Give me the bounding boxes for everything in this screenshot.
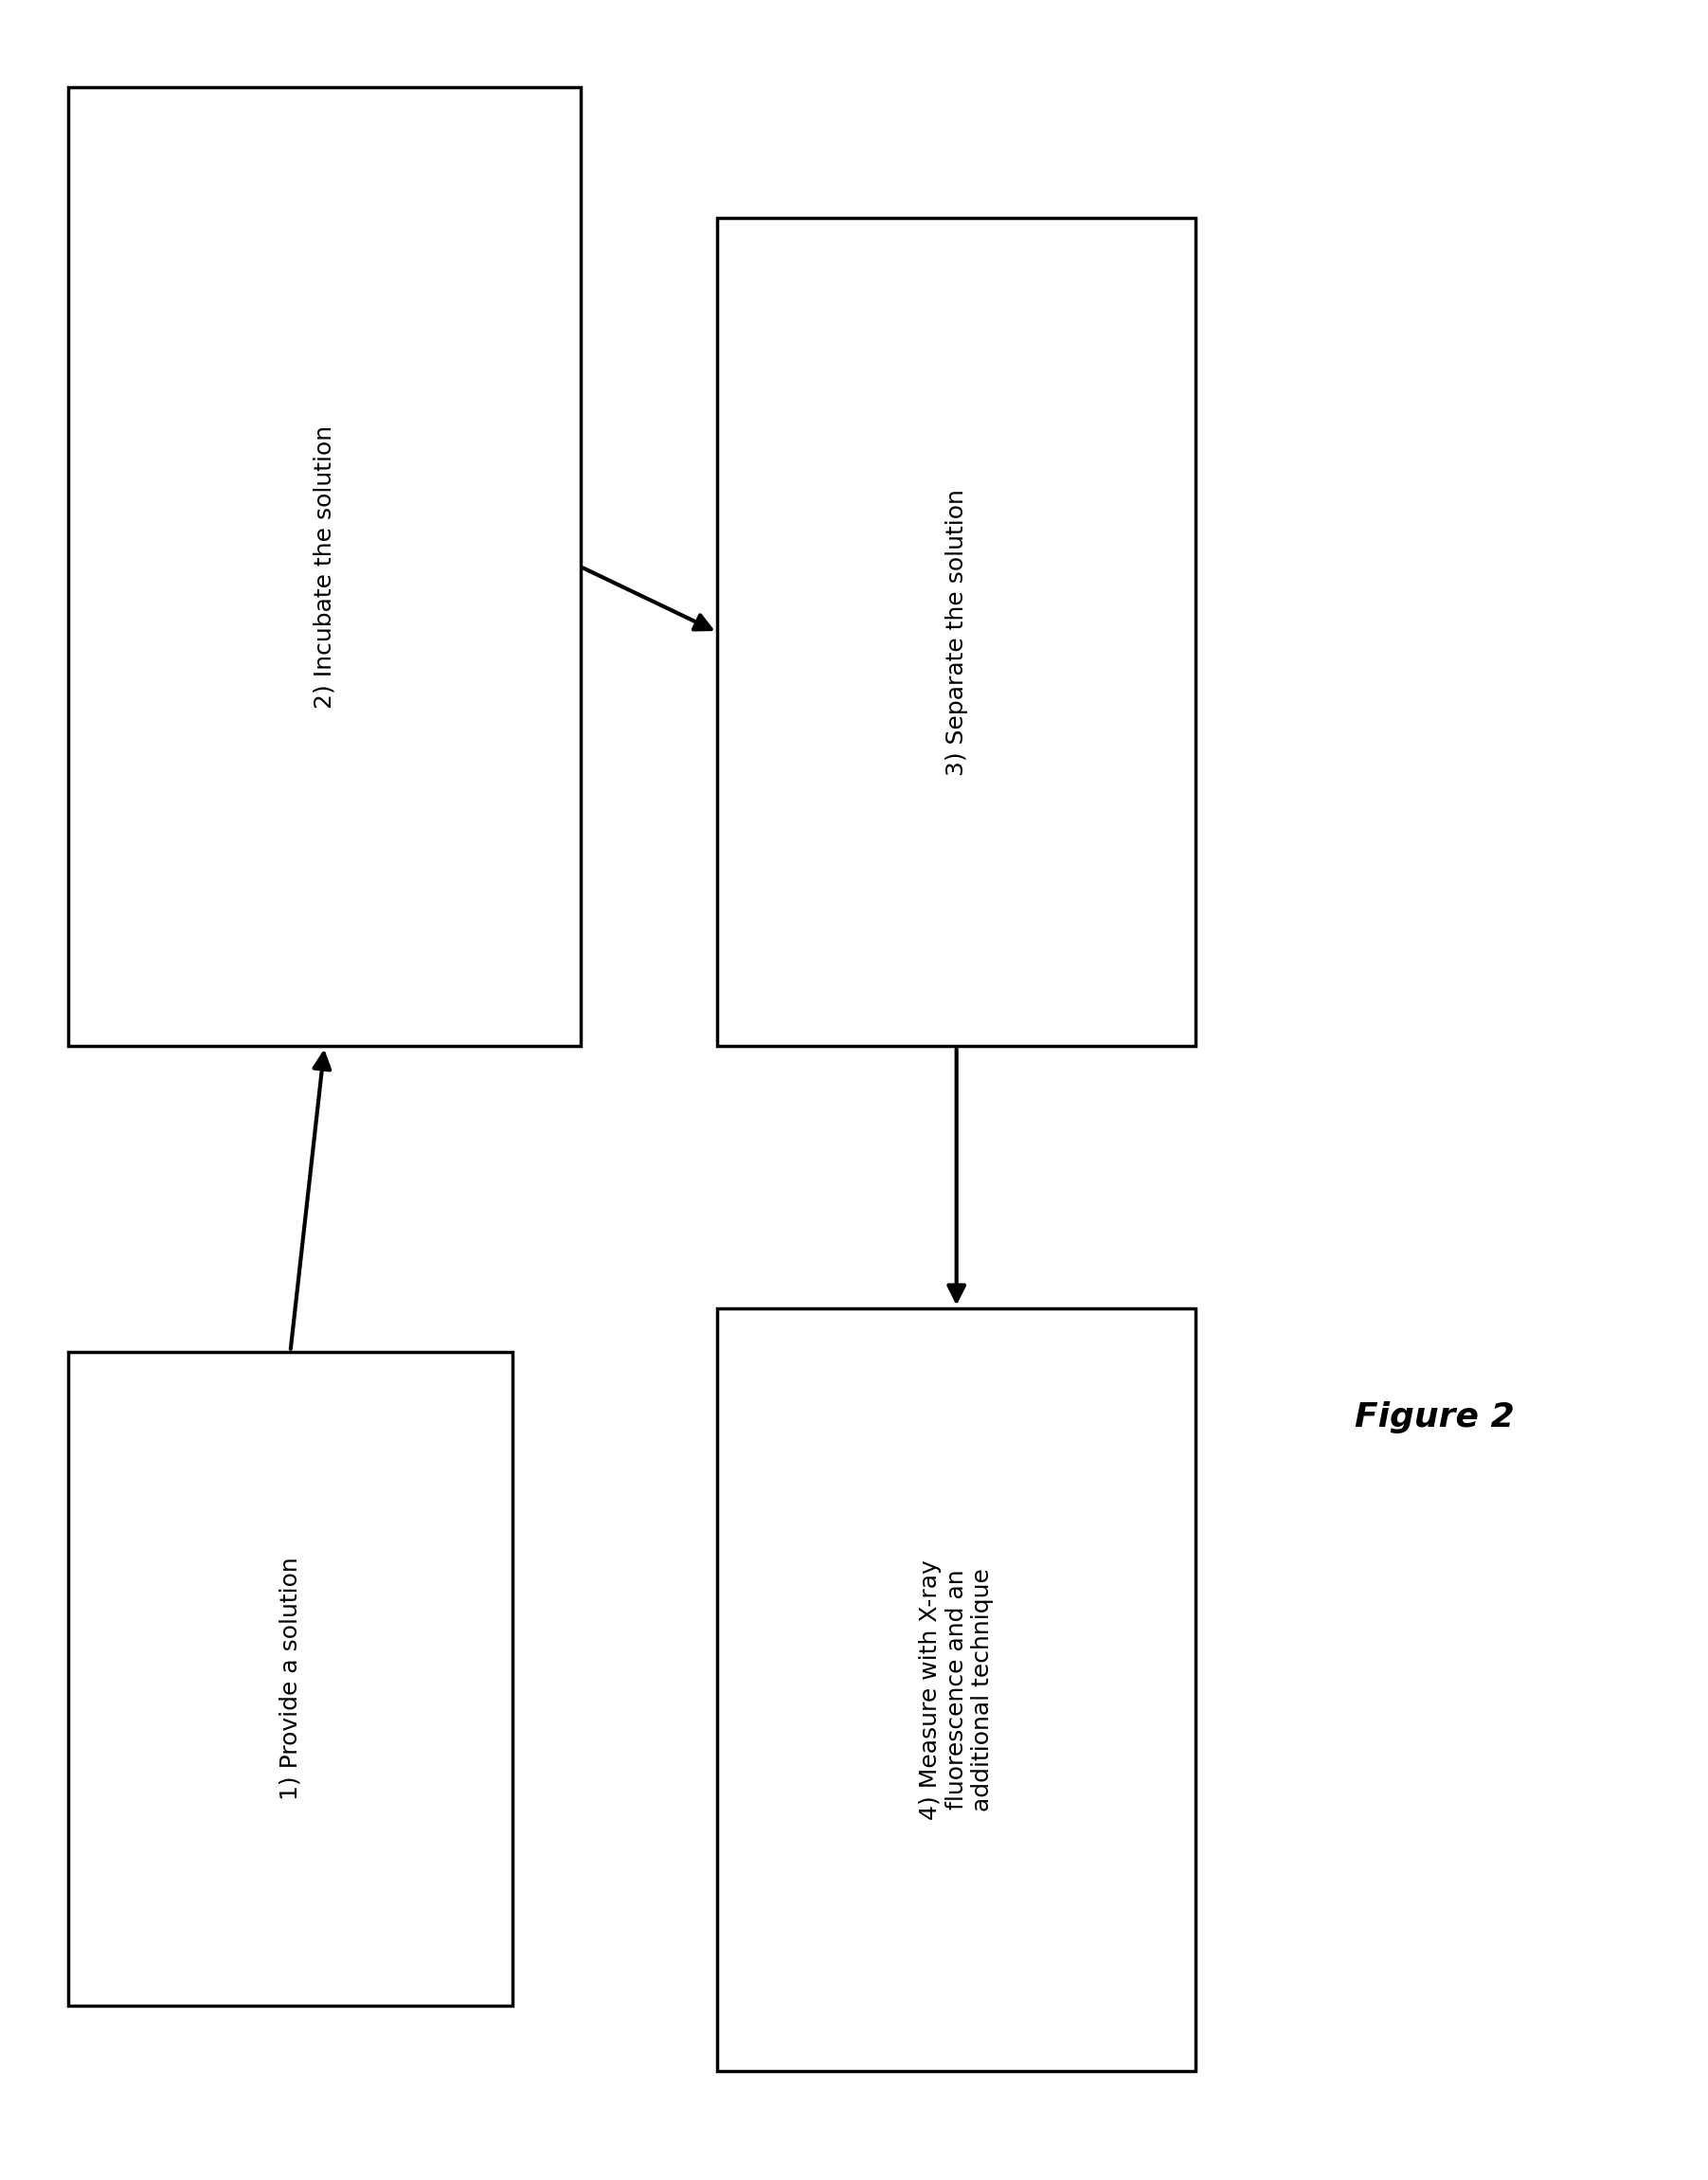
Text: 1) Provide a solution: 1) Provide a solution xyxy=(278,1557,302,1801)
Bar xyxy=(717,218,1196,1046)
Text: Figure 2: Figure 2 xyxy=(1354,1402,1515,1432)
Bar xyxy=(68,87,581,1046)
Text: 3) Separate the solution: 3) Separate the solution xyxy=(945,488,968,776)
Text: 2) Incubate the solution: 2) Incubate the solution xyxy=(313,425,336,708)
Text: 4) Measure with X-ray
fluorescence and an
additional technique: 4) Measure with X-ray fluorescence and a… xyxy=(919,1559,994,1820)
Bar xyxy=(68,1352,512,2006)
Bar xyxy=(717,1308,1196,2071)
